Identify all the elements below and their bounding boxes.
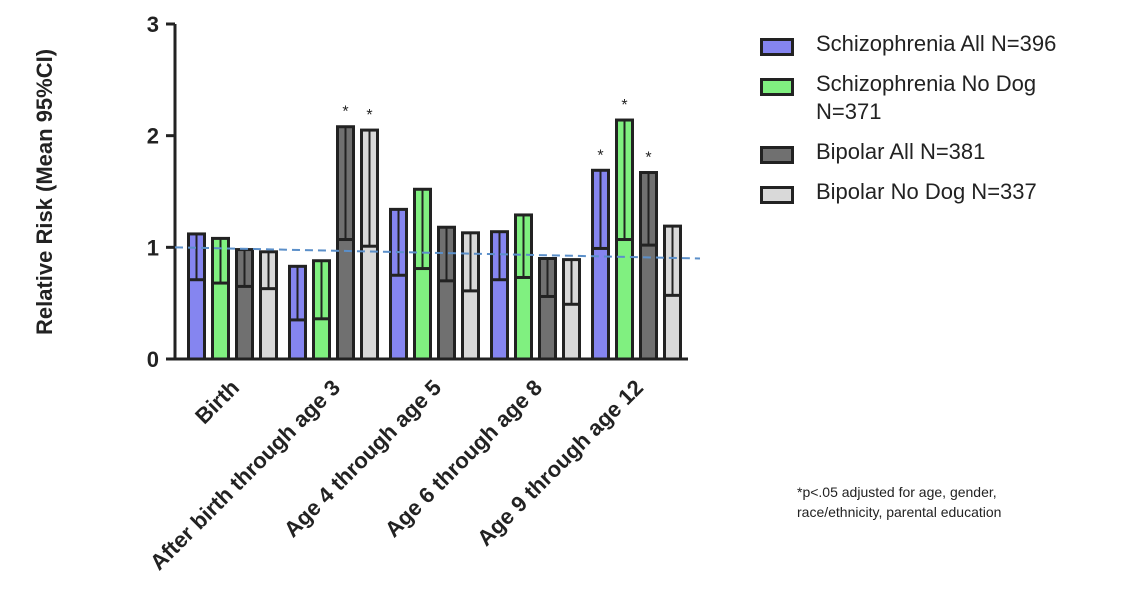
- reference-line: [174, 246, 701, 260]
- y-axis-label: Relative Risk (Mean 95%CI): [32, 49, 57, 335]
- legend-item: Schizophrenia No Dog N=371: [760, 70, 1060, 126]
- y-tick-label: 0: [147, 347, 159, 372]
- y-tick-label: 3: [147, 12, 159, 37]
- x-tick-label: Birth: [190, 375, 244, 429]
- significance-marker: *: [621, 97, 627, 114]
- x-tick-label: After birth through age 3: [145, 375, 345, 575]
- legend-swatch: [760, 186, 794, 204]
- legend-item: Schizophrenia All N=396: [760, 30, 1060, 58]
- legend-swatch: [760, 146, 794, 164]
- significance-marker: *: [645, 150, 651, 167]
- y-tick-label: 2: [147, 124, 159, 149]
- legend-label: Schizophrenia All N=396: [816, 31, 1057, 56]
- legend-swatch: [760, 38, 794, 56]
- significance-marker: *: [342, 104, 348, 121]
- y-tick-label: 1: [147, 235, 159, 260]
- legend-swatch: [760, 78, 794, 96]
- legend-item: Bipolar All N=381: [760, 138, 1060, 166]
- footnote: *p<.05 adjusted for age, gender, race/et…: [797, 484, 1002, 520]
- legend-label: Bipolar All N=381: [816, 139, 986, 164]
- significance-marker: *: [366, 107, 372, 124]
- legend-label: Bipolar No Dog N=337: [816, 179, 1037, 204]
- significance-marker: *: [597, 147, 603, 164]
- legend-item: Bipolar No Dog N=337: [760, 178, 1060, 206]
- legend: Schizophrenia All N=396 Schizophrenia No …: [760, 30, 1060, 218]
- x-tick-label: Age 9 through age 12: [472, 375, 648, 551]
- legend-label: Schizophrenia No Dog N=371: [816, 71, 1037, 124]
